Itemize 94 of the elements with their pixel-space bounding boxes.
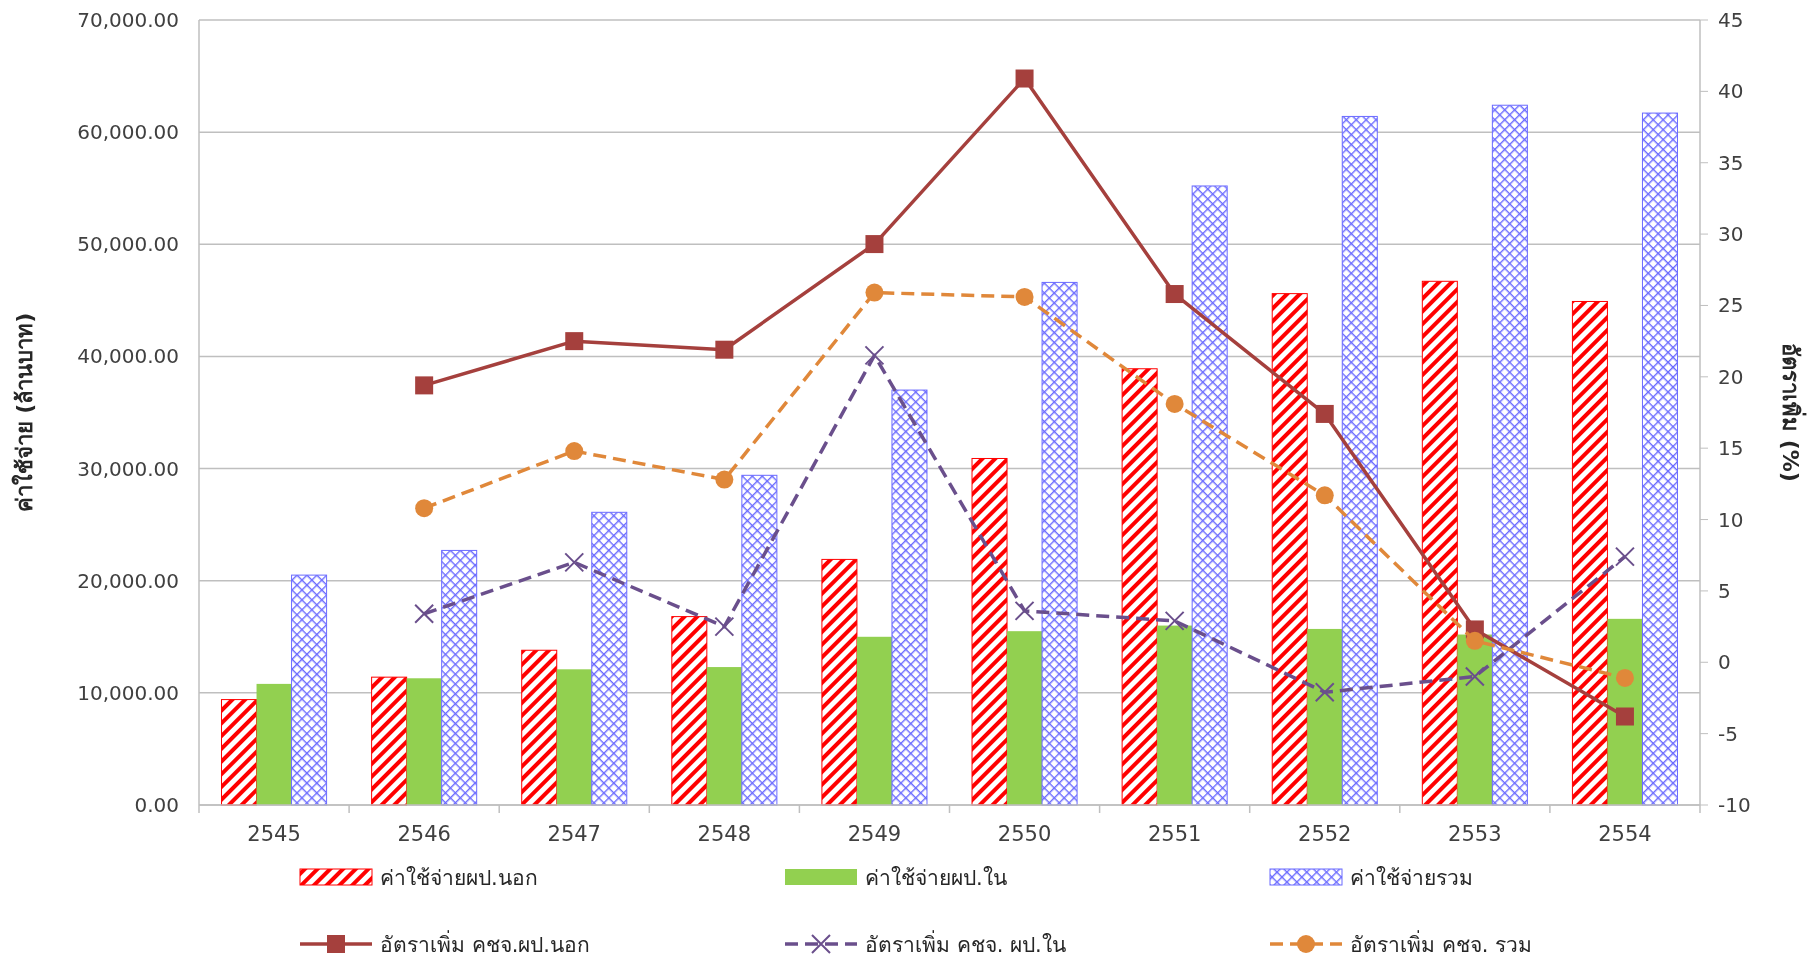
point (865, 283, 884, 302)
bar (1641, 112, 1678, 806)
legend-label: อัตราเพิ่ม คชจ.ผป.นอก (380, 930, 591, 957)
y2-tick-label: 40 (1718, 79, 1744, 104)
point (1465, 631, 1484, 650)
y-tick-label: 20,000.00 (77, 568, 179, 593)
point (715, 340, 734, 359)
point (865, 235, 884, 254)
point (1164, 610, 1185, 631)
bar (371, 676, 408, 806)
point (1314, 682, 1335, 703)
x-tick-label: 2552 (1298, 822, 1352, 846)
bar (1307, 628, 1343, 805)
bar (1271, 293, 1308, 806)
bar (1157, 625, 1193, 805)
y2-tick-label: 35 (1718, 150, 1744, 175)
legend-label: ค่าใช้จ่ายผป.ใน (865, 866, 1007, 890)
point (864, 345, 885, 366)
point (1015, 287, 1034, 306)
y2-tick-label: 25 (1718, 293, 1744, 318)
bar (1007, 631, 1043, 805)
y2-tick-label: 20 (1718, 364, 1744, 389)
point (1014, 600, 1035, 621)
bar (221, 699, 258, 806)
x-tick-label: 2546 (397, 822, 451, 846)
x-tick-label: 2548 (697, 822, 752, 846)
y2-tick-label: 15 (1718, 436, 1744, 461)
legend-label: อัตราเพิ่ม คชจ. รวม (1350, 930, 1533, 957)
y2-axis-title: อัตราเพิ่ม (%) (1778, 343, 1807, 482)
point (1315, 486, 1334, 505)
point (1015, 69, 1034, 88)
bar (256, 683, 292, 805)
point (1315, 404, 1334, 423)
y-axis-title: ค่าใช้จ่าย (ล้านบาท) (11, 312, 37, 513)
bar (706, 667, 742, 805)
point (565, 442, 584, 461)
bar (591, 511, 628, 806)
legend-label: ค่าใช้จ่ายผป.นอก (380, 866, 538, 890)
x-tick-label: 2554 (1598, 822, 1652, 846)
x-tick-label: 2549 (847, 822, 902, 846)
bar (1421, 280, 1458, 806)
point (414, 603, 435, 624)
y-tick-label: 60,000.00 (77, 120, 179, 145)
point (1165, 285, 1184, 304)
bar (971, 457, 1008, 806)
x-tick-label: 2553 (1448, 822, 1502, 846)
point (1615, 668, 1634, 687)
y2-tick-label: 45 (1718, 8, 1744, 32)
y-tick-label: 10,000.00 (77, 680, 179, 705)
point (1464, 666, 1485, 687)
bar (1571, 300, 1608, 806)
point (1615, 707, 1634, 726)
point (415, 376, 434, 395)
bar (741, 474, 778, 806)
bar (1491, 104, 1528, 806)
point (715, 470, 734, 489)
bar (891, 389, 928, 806)
bar (671, 616, 708, 806)
bar (1457, 634, 1493, 805)
y-tick-label: 40,000.00 (77, 344, 179, 369)
bar (1191, 185, 1228, 806)
bar (441, 549, 478, 806)
point (415, 499, 434, 518)
y2-tick-label: -5 (1718, 721, 1738, 746)
bar (291, 574, 328, 806)
y2-tick-label: 10 (1718, 507, 1744, 532)
y-tick-label: 0.00 (134, 793, 179, 817)
point (565, 332, 584, 351)
legend-label: อัตราเพิ่ม คชจ. ผป.ใน (865, 930, 1066, 957)
bar (1041, 281, 1078, 806)
point (564, 552, 585, 573)
bar (1607, 618, 1643, 805)
bar (856, 636, 892, 805)
bar (406, 678, 442, 805)
bar (521, 649, 558, 806)
legend-label: ค่าใช้จ่ายรวม (1350, 866, 1473, 890)
point (1165, 394, 1184, 413)
x-tick-label: 2545 (247, 822, 301, 846)
y-tick-label: 50,000.00 (77, 232, 179, 257)
x-tick-label: 2551 (1147, 822, 1202, 846)
bar (556, 669, 592, 805)
y2-tick-label: 0 (1718, 650, 1731, 675)
y-tick-label: 70,000.00 (77, 8, 179, 32)
y2-tick-label: 30 (1718, 222, 1744, 247)
x-tick-label: 2547 (547, 822, 601, 846)
bar (821, 558, 858, 806)
point (1614, 546, 1635, 567)
y-tick-label: 30,000.00 (77, 456, 179, 481)
y2-tick-label: -10 (1718, 793, 1751, 817)
bar (1341, 115, 1378, 806)
y2-tick-label: 5 (1718, 578, 1731, 603)
x-tick-label: 2550 (997, 822, 1052, 846)
point (714, 616, 735, 637)
bar (1121, 368, 1158, 806)
